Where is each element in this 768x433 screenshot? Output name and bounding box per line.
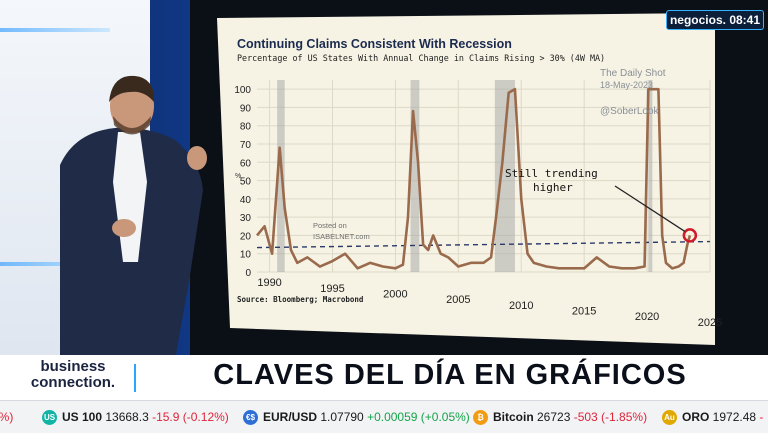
ticker-item: 0%) xyxy=(0,410,13,424)
ticker-item: ₿ Bitcoin 26723 -503 (-1.85%) xyxy=(473,410,648,426)
y-tick-label: 80 xyxy=(240,122,252,133)
brand-line-2: connection. xyxy=(30,374,116,391)
ticker-value: 26723 xyxy=(537,410,574,424)
threshold-line xyxy=(256,240,711,249)
ticker-change: 0%) xyxy=(0,410,14,424)
presenter-hair xyxy=(109,75,155,102)
y-tick-label: 100 xyxy=(234,85,251,96)
program-logo: business connection. xyxy=(18,359,128,391)
channel-time: 08:41 xyxy=(729,13,761,27)
watermark-line-2: ISABELNET.com xyxy=(313,232,370,241)
ticker-name: ORO xyxy=(682,410,713,424)
annotation-line-1: Still trending xyxy=(505,167,598,180)
lower-third: business connection. CLAVES DEL DÍA EN G… xyxy=(0,355,768,400)
y-tick-label: 60 xyxy=(240,158,252,169)
blue-light-strip xyxy=(0,262,110,266)
y-tick-label: 70 xyxy=(240,140,252,151)
watermark-line-1: Posted on xyxy=(313,221,347,230)
credit-line-2: 18-May-2023 xyxy=(600,80,653,90)
ticker-item: US US 100 13668.3 -15.9 (-0.12%) xyxy=(42,410,229,426)
ticker-item: Au ORO 1972.48 - xyxy=(662,410,764,426)
credit-line-3: @SoberLook xyxy=(600,106,660,117)
ticker-change: - xyxy=(759,410,764,424)
y-tick-label: 0 xyxy=(245,268,251,279)
ticker-asset-icon: Au xyxy=(662,410,677,426)
ticker-asset-icon: US xyxy=(42,410,57,426)
recession-band xyxy=(648,80,653,272)
channel-bug: negocios. 08:41 xyxy=(666,10,764,30)
x-tick-label: 2000 xyxy=(383,288,407,300)
x-tick-label: 2010 xyxy=(509,300,533,312)
chart-subtitle: Percentage of US States With Annual Chan… xyxy=(237,53,605,63)
x-tick-label: 2025 xyxy=(698,317,722,329)
ticker-asset-icon: ₿ xyxy=(473,410,488,426)
ticker-name: EUR/USD xyxy=(263,410,321,424)
x-tick-label: 2015 xyxy=(572,305,596,317)
channel-name: negocios. xyxy=(669,13,726,27)
y-tick-label: 50 xyxy=(240,177,252,188)
x-tick-label: 1990 xyxy=(257,277,281,289)
presenter xyxy=(60,75,207,360)
x-tick-label: 2005 xyxy=(446,294,470,306)
presenter-hand xyxy=(112,219,136,237)
ticker-asset-icon: €$ xyxy=(243,410,258,426)
annotation-line-2: higher xyxy=(533,181,573,194)
y-tick-label: 10 xyxy=(240,250,252,261)
ticker-change: -503 (-1.85%) xyxy=(573,410,648,424)
ticker-value: 13668.3 xyxy=(105,410,153,424)
credit-line-1: The Daily Shot xyxy=(600,68,666,79)
recession-band xyxy=(410,80,420,272)
ticker-value: 1.07790 xyxy=(320,410,368,424)
y-tick-label: 30 xyxy=(240,213,252,224)
chart-source: Source: Bloomberg; Macrobond xyxy=(237,295,363,304)
y-tick-label: 40 xyxy=(240,195,252,206)
ticker-name: US 100 xyxy=(62,410,106,424)
ticker-name: Bitcoin xyxy=(493,410,537,424)
ticker-change: -15.9 (-0.12%) xyxy=(152,410,229,424)
brand-line-1: business xyxy=(40,358,106,375)
divider xyxy=(134,364,136,392)
x-tick-label: 1995 xyxy=(320,283,344,295)
ticker-item: €$ EUR/USD 1.07790 +0.00059 (+0.05%) xyxy=(243,410,470,426)
x-tick-label: 2020 xyxy=(635,311,659,323)
chart-display: 1990 1995 2000 2005 2010 2015 2020 2025 0 10 20 30… xyxy=(217,13,722,345)
y-tick-label: 20 xyxy=(240,231,252,242)
y-unit-label: % xyxy=(235,173,241,180)
market-ticker: 0%) US US 100 13668.3 -15.9 (-0.12%) €$ EUR/… xyxy=(0,400,768,433)
ticker-value: 1972.48 xyxy=(712,410,760,424)
annotation-arrow xyxy=(614,185,686,232)
y-tick-label: 90 xyxy=(240,103,252,114)
presenter-hand xyxy=(187,146,207,170)
presenter-beard xyxy=(113,116,151,135)
chart-title: Continuing Claims Consistent With Recess… xyxy=(237,37,512,51)
series-line xyxy=(255,87,692,270)
ticker-change: +0.00059 (+0.05%) xyxy=(367,410,470,424)
x-axis: 1990 1995 2000 2005 2010 2015 2020 2025 xyxy=(257,277,722,329)
headline: CLAVES DEL DÍA EN GRÁFICOS xyxy=(213,359,687,391)
y-axis: 0 10 20 30 40 50 60 70 80 90 100 xyxy=(234,85,251,279)
blue-light-strip xyxy=(0,28,110,32)
recession-band xyxy=(494,80,515,272)
highlight-marker xyxy=(682,228,698,243)
